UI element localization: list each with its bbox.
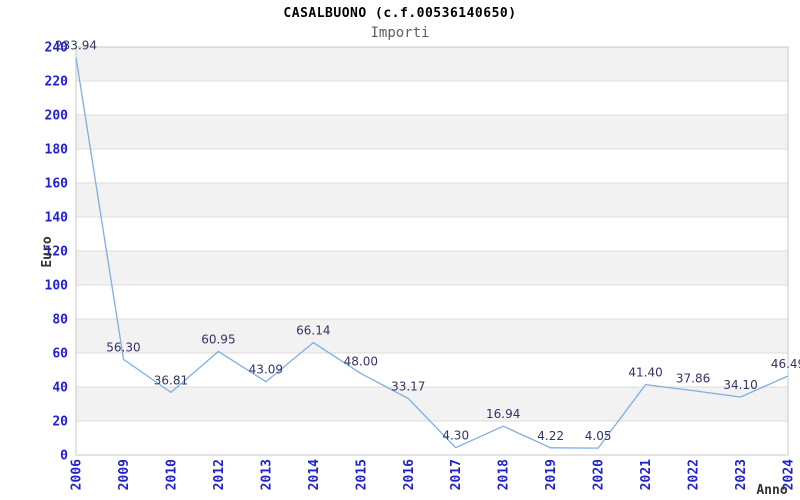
x-tick-label: 2018	[497, 459, 512, 490]
x-axis-title: Anno	[756, 483, 787, 498]
x-tick-label: 2012	[212, 459, 227, 490]
y-tick-label: 140	[45, 211, 69, 226]
x-tick-label: 2014	[307, 459, 322, 490]
data-point-label: 56.30	[106, 340, 140, 354]
y-tick-label: 240	[45, 41, 69, 56]
plot-band	[76, 183, 788, 217]
data-point-label: 66.14	[296, 324, 330, 338]
data-point-label: 4.30	[442, 429, 469, 443]
plot-band	[76, 319, 788, 353]
plot-band	[76, 251, 788, 285]
data-point-label: 4.22	[537, 429, 564, 443]
data-point-label: 16.94	[486, 407, 520, 421]
y-tick-label: 120	[45, 245, 69, 260]
y-tick-label: 160	[45, 177, 69, 192]
x-tick-label: 2022	[687, 459, 702, 490]
data-point-label: 4.05	[585, 429, 612, 443]
x-tick-label: 2013	[259, 459, 274, 490]
data-point-label: 43.09	[249, 363, 283, 377]
data-point-label: 34.10	[723, 378, 757, 392]
data-point-label: 60.95	[201, 332, 235, 346]
chart-subtitle: Importi	[370, 25, 430, 41]
x-tick-label: 2021	[639, 459, 654, 490]
y-tick-label: 200	[45, 109, 69, 124]
plot-band	[76, 387, 788, 421]
x-tick-label: 2016	[402, 459, 417, 490]
x-tick-label: 2010	[164, 459, 179, 490]
y-tick-label: 60	[52, 347, 68, 362]
x-tick-label: 2009	[117, 459, 132, 490]
x-tick-label: 2020	[592, 459, 607, 490]
y-tick-label: 20	[52, 415, 68, 430]
x-tick-label: 2019	[544, 459, 559, 490]
x-tick-label: 2006	[70, 459, 85, 490]
data-point-label: 37.86	[676, 372, 710, 386]
x-tick-label: 2023	[734, 459, 749, 490]
data-point-label: 233.94	[55, 38, 97, 52]
x-tick-label: 2024	[782, 459, 797, 490]
data-point-label: 36.81	[154, 373, 188, 387]
data-point-label: 41.40	[628, 366, 662, 380]
y-axis-title: Euro	[40, 236, 55, 267]
data-point-label: 33.17	[391, 380, 425, 394]
y-tick-label: 180	[45, 143, 69, 158]
chart-title: CASALBUONO (c.f.00536140650)	[283, 6, 517, 21]
y-tick-label: 0	[60, 449, 68, 464]
x-tick-label: 2017	[449, 459, 464, 490]
y-tick-label: 80	[52, 313, 68, 328]
plot-band	[76, 47, 788, 81]
data-point-label: 46.49	[771, 357, 800, 371]
y-tick-label: 40	[52, 381, 68, 396]
plot-border	[75, 46, 789, 456]
x-tick-label: 2015	[354, 459, 369, 490]
data-series-line	[75, 57, 789, 449]
plot-band	[76, 115, 788, 149]
y-tick-label: 100	[45, 279, 69, 294]
y-tick-label: 220	[45, 75, 69, 90]
data-point-label: 48.00	[344, 354, 378, 368]
